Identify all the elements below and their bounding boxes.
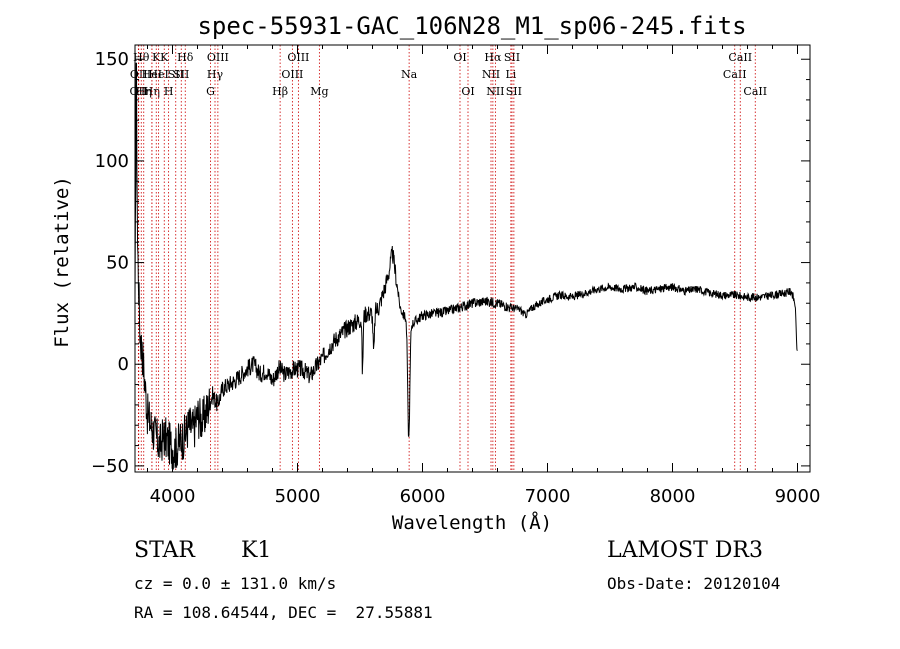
survey-name: LAMOST DR3 xyxy=(607,538,763,563)
x-tick-label: 4000 xyxy=(150,486,196,507)
spectral-line-label: Hη xyxy=(136,85,152,98)
y-tick-label: 100 xyxy=(95,151,129,172)
spectral-line-label: SII xyxy=(504,51,520,64)
spectral-line-label: Li xyxy=(505,68,516,81)
object-subclass: K1 xyxy=(241,538,272,563)
spectral-line-label: OI xyxy=(453,51,466,64)
spectral-line-label: OIII xyxy=(287,51,309,64)
x-tick-label: 5000 xyxy=(275,486,321,507)
coordinates-info: RA = 108.64544, DEC = 27.55881 xyxy=(134,603,433,622)
spectral-line-label: CaII xyxy=(723,68,747,81)
spectral-line-label: G xyxy=(206,85,215,98)
spectral-line-label: Hδ xyxy=(177,51,194,64)
spectral-line-markers: OIIOIIHθHηHηHeIKHeIKHSIISIIHδGHγOIIIHβOI… xyxy=(130,45,767,472)
x-tick-label: 8000 xyxy=(650,486,696,507)
spectral-line-label: Na xyxy=(401,68,418,81)
spectral-line-label: SII xyxy=(168,68,184,81)
spectral-line-label: NII xyxy=(486,85,504,98)
spectral-line-label: Mg xyxy=(310,85,328,98)
y-axis-label: Flux (relative) xyxy=(51,176,73,348)
spectral-line-label: Hβ xyxy=(272,85,288,98)
chart-title: spec-55931-GAC_106N28_M1_sp06-245.fits xyxy=(197,12,746,40)
y-tick-label: 0 xyxy=(118,354,129,375)
x-axis-label: Wavelength (Å) xyxy=(392,511,552,534)
y-axis-ticks: −50 0 50 100 150 xyxy=(91,49,810,477)
plot-frame xyxy=(134,44,811,473)
spectral-line-label: Hθ xyxy=(133,51,150,64)
y-tick-label: 50 xyxy=(106,253,129,274)
redshift-info: cz = 0.0 ± 131.0 km/s xyxy=(134,574,337,593)
spectral-line-label: Hα xyxy=(484,51,502,64)
y-tick-label: −50 xyxy=(91,456,129,477)
spectral-line-label: HeI xyxy=(148,68,168,81)
spectral-line-label: CaII xyxy=(743,85,767,98)
x-tick-label: 7000 xyxy=(525,486,571,507)
spectral-line-label: SII xyxy=(506,85,522,98)
spectral-line-label: NII xyxy=(482,68,500,81)
spectral-line-label: OIII xyxy=(281,68,303,81)
object-class: STAR xyxy=(134,538,195,563)
x-tick-label: 9000 xyxy=(775,486,821,507)
spectral-line-label: SII xyxy=(173,68,189,81)
spectral-line-label: OII xyxy=(130,68,148,81)
spectral-line-label: Hγ xyxy=(207,68,224,81)
y-tick-label: 150 xyxy=(95,49,129,70)
spectral-line-label: OIII xyxy=(207,51,229,64)
spectral-line-label: H xyxy=(164,85,174,98)
spectral-line-label: HeI xyxy=(142,68,162,81)
spectral-line-label: CaII xyxy=(728,51,752,64)
spectral-line-label: K xyxy=(152,51,161,64)
spectrum-line xyxy=(134,62,798,470)
spectral-line-label: OI xyxy=(461,85,474,98)
spectral-line-label: K xyxy=(160,51,169,64)
observation-date: Obs-Date: 20120104 xyxy=(607,574,781,593)
x-axis-ticks: 4000 5000 6000 7000 8000 9000 xyxy=(147,45,821,507)
x-tick-label: 6000 xyxy=(400,486,446,507)
